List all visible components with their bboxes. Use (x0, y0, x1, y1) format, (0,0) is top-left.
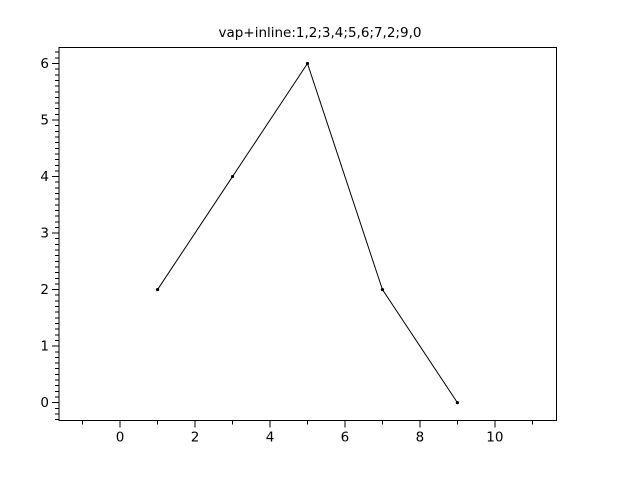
y-tick-label: 3 (40, 226, 49, 242)
x-tick-label: 10 (486, 430, 503, 446)
data-point-marker (455, 401, 459, 405)
data-line (157, 62, 458, 403)
y-tick-label: 5 (40, 113, 49, 129)
x-tick-label: 2 (191, 430, 200, 446)
chart-title: vap+inline:1,2;3,4;5,6;7,2;9,0 (218, 25, 422, 41)
data-point-marker (230, 174, 235, 179)
y-tick-label: 0 (40, 395, 49, 411)
x-tick-label: 6 (341, 430, 350, 446)
data-point-marker (305, 61, 310, 66)
y-tick-label: 6 (40, 56, 49, 72)
x-tick-label: 0 (116, 430, 125, 446)
data-point-marker (155, 287, 160, 292)
x-tick-label: 4 (266, 430, 275, 446)
x-tick-label: 8 (416, 430, 425, 446)
y-tick-label: 4 (40, 169, 49, 185)
data-point-marker (380, 287, 385, 292)
y-tick-label: 2 (40, 282, 49, 298)
y-tick-label: 1 (40, 339, 49, 355)
axes-box (58, 47, 558, 422)
